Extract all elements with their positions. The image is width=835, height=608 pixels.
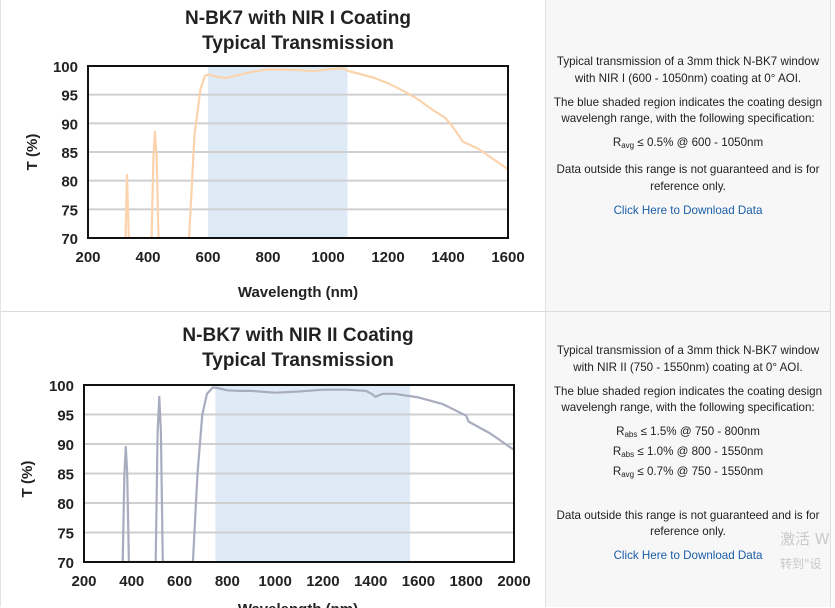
chart-cell-nir1: N-BK7 with NIR I Coating Typical Transmis… <box>0 0 545 311</box>
x-tick-label: 1200 <box>371 249 404 266</box>
x-tick-label: 400 <box>135 249 160 266</box>
description-text: Typical transmission of a 3mm thick N-BK… <box>556 344 820 374</box>
y-tick-label: 90 <box>57 437 74 454</box>
y-tick-label: 75 <box>61 202 78 219</box>
y-tick-label: 70 <box>61 231 78 248</box>
x-tick-label: 800 <box>255 249 280 266</box>
chart-nir2: N-BK7 with NIR II Coating Typical Transmi… <box>19 325 531 608</box>
x-tick-label: 1600 <box>402 573 435 590</box>
transmission-curve <box>124 67 508 238</box>
disclaimer: Data outside this range is not guarantee… <box>556 508 820 539</box>
y-tick-label: 80 <box>61 174 78 191</box>
x-tick-label: 1000 <box>311 249 344 266</box>
y-tick-label: 70 <box>57 555 74 572</box>
y-tick-label: 95 <box>61 88 78 105</box>
x-tick-label: 600 <box>195 249 220 266</box>
shaded-note: The blue shaded region indicates the coa… <box>553 384 823 415</box>
disclaimer: Data outside this range is not guarantee… <box>556 162 820 193</box>
chart-cell-nir2: N-BK7 with NIR II Coating Typical Transmi… <box>0 311 545 608</box>
y-tick-label: 75 <box>57 526 74 543</box>
chart-title-line2: Typical Transmission <box>202 33 394 54</box>
spec-list: Ravg ≤ 0.5% @ 600 - 1050nm <box>548 135 828 155</box>
download-data-link[interactable]: Click Here to Download Data <box>613 549 763 563</box>
spec-list: Rabs ≤ 1.5% @ 750 - 800nm Rabs ≤ 1.0% @ … <box>548 424 828 483</box>
x-tick-label: 1400 <box>431 249 464 266</box>
plot-frame <box>87 65 509 239</box>
x-tick-label: 1600 <box>491 249 524 266</box>
x-axis-label: Wavelength (nm) <box>238 284 358 301</box>
y-tick-label: 100 <box>53 59 78 76</box>
spec-line: Ravg ≤ 0.5% @ 600 - 1050nm <box>612 136 764 151</box>
x-tick-label: 1200 <box>306 573 339 590</box>
description-cell-nir1: Typical transmission of a 3mm thick N-BK… <box>545 0 831 311</box>
spec-line: Rabs ≤ 1.0% @ 800 - 1550nm <box>612 444 764 459</box>
spec-line: Ravg ≤ 0.7% @ 750 - 1550nm <box>612 464 764 479</box>
x-tick-label: 200 <box>75 249 100 266</box>
description-text: Typical transmission of a 3mm thick N-BK… <box>556 55 820 85</box>
download-data-link[interactable]: Click Here to Download Data <box>613 203 763 217</box>
description-cell-nir2: Typical transmission of a 3mm thick N-BK… <box>545 311 831 607</box>
chart-title-line2: Typical Transmission <box>202 350 394 371</box>
x-tick-label: 800 <box>215 573 240 590</box>
y-tick-label: 80 <box>57 496 74 513</box>
x-tick-label: 1800 <box>450 573 483 590</box>
y-axis-label: T (%) <box>24 134 41 171</box>
x-tick-label: 1000 <box>258 573 291 590</box>
x-tick-label: 600 <box>167 573 192 590</box>
plot-frame <box>83 384 515 563</box>
y-tick-label: 95 <box>57 408 74 425</box>
x-tick-label: 1400 <box>354 573 387 590</box>
spec-line: Rabs ≤ 1.5% @ 750 - 800nm <box>616 425 760 440</box>
shaded-note: The blue shaded region indicates the coa… <box>553 95 823 126</box>
transmission-curve <box>121 386 514 562</box>
chart-title-line1: N-BK7 with NIR I Coating <box>185 8 411 29</box>
x-axis-label: Wavelength (nm) <box>238 601 358 608</box>
x-tick-label: 2000 <box>497 573 530 590</box>
y-axis-label: T (%) <box>19 461 36 498</box>
x-tick-label: 400 <box>119 573 144 590</box>
y-tick-label: 100 <box>49 378 74 395</box>
y-tick-label: 90 <box>61 116 78 133</box>
y-tick-label: 85 <box>61 145 78 162</box>
x-tick-label: 200 <box>71 573 96 590</box>
y-tick-label: 85 <box>57 467 74 484</box>
chart-title-line1: N-BK7 with NIR II Coating <box>182 325 413 346</box>
chart-nir1: N-BK7 with NIR I Coating Typical Transmis… <box>24 8 525 301</box>
